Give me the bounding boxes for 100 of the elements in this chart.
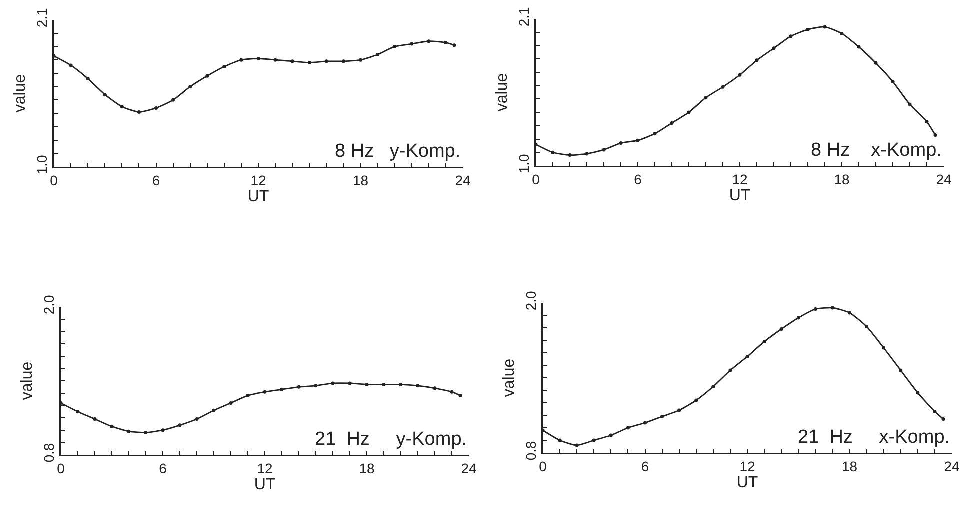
point [120,105,124,109]
x-tick-label: 18 [834,171,850,188]
point [290,60,294,64]
point [308,61,312,65]
point [814,308,818,311]
point [154,106,158,110]
point [452,44,456,48]
point [206,74,210,78]
annotation: 8 Hz x-Komp. [811,140,942,161]
x-axis-title: UT [736,474,758,492]
point [324,60,328,64]
point [137,110,141,114]
point [728,368,732,372]
x-tick-label: 24 [455,172,471,188]
point [348,382,352,386]
point [670,121,674,125]
point [393,44,397,48]
point [382,382,386,386]
point [93,417,97,421]
point [427,40,431,44]
point [916,391,920,395]
point [229,401,233,405]
point [450,390,454,394]
point [458,394,462,398]
point [694,398,698,402]
point [762,340,766,344]
point [806,28,810,32]
y-tick-label: 2.0 [522,290,539,311]
x-tick-label: 6 [152,172,160,188]
x-tick-label: 24 [461,460,477,476]
x-tick-label: 0 [539,458,548,474]
point [908,102,912,106]
point [789,34,793,38]
point [755,58,759,62]
x-tick-label: 6 [159,460,168,476]
point [925,120,929,124]
point [933,410,937,414]
point [110,424,114,428]
point [899,368,903,372]
point [558,438,562,442]
point [746,355,750,358]
y-axis-title: value [12,74,30,113]
x-axis-title: UT [248,188,270,206]
y-tick-label: 2.1 [516,6,532,27]
x-tick-label: 12 [257,460,273,476]
y-axis-title: value [494,73,512,112]
point [575,444,579,448]
y-axis-title: value [501,358,518,398]
point [161,428,165,432]
point [359,58,362,62]
point [314,384,318,388]
point [738,73,742,77]
point [331,382,335,386]
point [280,388,284,392]
point [865,325,869,328]
point [274,58,278,62]
point [644,421,647,425]
point [942,418,946,421]
x-tick-label: 12 [250,172,266,188]
x-tick-label: 12 [740,458,756,474]
point [848,311,852,315]
point [636,138,640,142]
point [780,328,784,331]
y-tick-label: 0.8 [522,440,539,461]
point [568,154,572,158]
point [416,384,420,388]
x-tick-label: 18 [842,458,858,474]
point [188,85,192,89]
point [297,385,301,389]
x-tick-label: 18 [352,172,369,188]
point [76,410,80,414]
x-axis-title: UT [729,187,751,204]
point [144,431,148,435]
point [874,61,878,65]
point [178,424,182,428]
point [195,417,199,421]
point [619,142,623,146]
annotation: 8 Hz y-Komp. [335,141,461,162]
point [721,85,725,89]
point [882,346,886,350]
point [69,64,73,68]
point [399,382,403,386]
point [256,57,260,60]
point [857,45,861,49]
point [127,430,131,434]
point [172,98,176,102]
y-tick-label: 2.0 [40,294,57,315]
y-axis-title: value [19,362,36,400]
point [410,42,414,46]
x-tick-label: 6 [634,171,642,188]
x-tick-label: 18 [359,460,375,476]
x-tick-label: 0 [50,172,58,188]
point [602,148,606,152]
x-tick-label: 24 [944,458,960,474]
point [551,150,555,154]
point [444,40,448,44]
point [433,386,437,390]
point [240,58,244,62]
point [660,415,664,418]
point [626,426,630,430]
